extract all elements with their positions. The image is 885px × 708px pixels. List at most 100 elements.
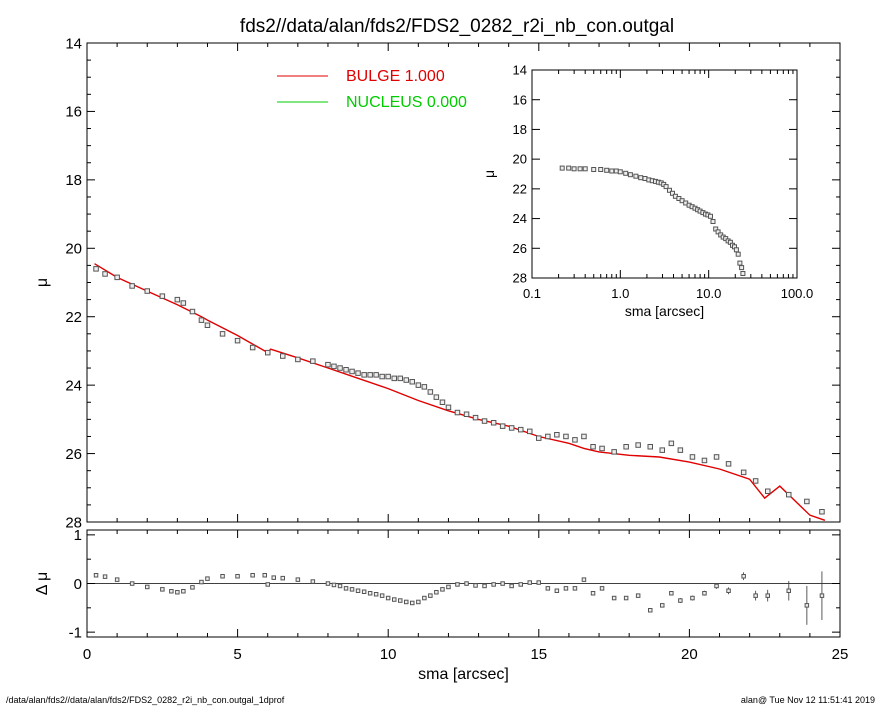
residuals-xtick-label: 5 — [233, 646, 241, 663]
residuals-data-point — [428, 593, 433, 598]
main-profile-data-point — [545, 433, 551, 440]
inset-profile-data-point — [733, 247, 739, 253]
inset-profile-xtick-label: 100.0 — [781, 286, 814, 301]
main-profile-data-point — [590, 444, 596, 450]
residuals-data-point — [536, 580, 541, 585]
residuals-data-point — [554, 588, 560, 593]
residuals-data-point — [726, 588, 731, 593]
main-profile-data-point — [144, 288, 150, 294]
inset-profile-data-point — [559, 165, 565, 171]
residuals-data-point — [422, 595, 427, 601]
residuals-data-point — [392, 597, 397, 602]
residuals-data-point — [343, 586, 349, 591]
main-profile-data-point — [355, 370, 361, 376]
main-profile-data-point — [93, 266, 99, 272]
residuals-data-point — [367, 591, 373, 596]
inset-profile-ytick-label: 22 — [513, 181, 527, 196]
residuals-data-point — [473, 583, 478, 588]
main-profile-data-point — [219, 331, 226, 337]
residuals-data-point — [563, 586, 569, 591]
main-profile-data-point — [310, 358, 316, 364]
main-profile-data-point — [180, 300, 187, 306]
residuals-data-point — [416, 599, 421, 605]
inset-profile-data-point — [591, 167, 597, 172]
inset-profile-data-point — [617, 169, 623, 175]
main-profile-data-point — [102, 271, 108, 277]
main-profile-data-point — [740, 469, 747, 476]
chart-title: fds2//data/alan/fds2/FDS2_0282_r2i_nb_co… — [240, 16, 674, 37]
main-profile-data-point — [623, 444, 629, 450]
inset-profile-ytick-label: 28 — [513, 271, 527, 286]
residuals-data-point — [199, 579, 204, 585]
inset-profile-data-point — [710, 219, 716, 224]
main-profile-data-point — [765, 488, 771, 494]
inset-profile-data-point — [598, 167, 604, 172]
main-profile-data-point — [373, 372, 379, 378]
main-profile-ytick-label: 18 — [65, 172, 82, 189]
residuals-ytick-label: 0 — [74, 576, 82, 593]
inset-profile-data-point — [566, 165, 572, 171]
inset-profile-data-point — [739, 265, 745, 271]
main-profile-ytick-label: 16 — [65, 104, 82, 121]
inset-profile-data-point — [638, 175, 644, 181]
residuals-data-point — [678, 598, 683, 603]
main-profile-data-point — [189, 308, 196, 315]
main-profile-data-point — [659, 447, 665, 453]
residuals-data-point — [145, 584, 150, 590]
inset-profile-data-point — [663, 184, 669, 190]
residuals-data-point — [446, 584, 451, 590]
main-profile-ytick-label: 20 — [65, 241, 82, 258]
main-profile-data-point — [129, 283, 135, 289]
residuals-xtick-label: 20 — [681, 646, 698, 663]
main-profile-data-point — [427, 389, 434, 395]
inset-profile-data-point — [737, 260, 743, 266]
residuals-data-point — [440, 587, 445, 592]
residuals-data-point — [295, 577, 301, 582]
residuals-data-point — [355, 588, 361, 593]
inset-profile-ytick-label: 14 — [513, 63, 527, 78]
legend-label-bulge: BULGE 1.000 — [346, 68, 445, 85]
residuals-data-point — [175, 590, 180, 595]
main-profile-data-point — [472, 414, 479, 421]
residuals-data-point — [310, 579, 316, 584]
residuals-data-point — [220, 574, 225, 579]
main-profile-data-point — [499, 423, 506, 429]
residuals-data-point — [404, 599, 409, 605]
residuals-ytick-label: -1 — [69, 624, 82, 641]
residuals-data-point — [102, 574, 108, 579]
inset-profile-data-point — [582, 166, 588, 172]
residuals-data-point — [623, 595, 629, 601]
residuals-data-point — [714, 583, 719, 589]
inset-profile-data-point — [715, 229, 721, 235]
main-profile-data-point — [265, 349, 271, 356]
inset-profile-xtick-label: 10.0 — [696, 286, 721, 301]
residuals-data-point — [635, 593, 641, 598]
residuals-data-point — [169, 589, 174, 594]
residuals-xlabel: sma [arcsec] — [418, 666, 509, 683]
main-profile-data-point — [752, 478, 759, 484]
main-profile-ytick-label: 28 — [65, 514, 82, 531]
inset-profile-panel: 0.1 1.0 10.0 100.0 14 16 18 20 22 24 26 28 μ sma [arc… — [481, 63, 813, 319]
main-profile-data-point — [280, 353, 286, 359]
residuals-data-point — [500, 581, 505, 586]
main-profile-data-point — [325, 361, 331, 368]
residuals-data-point — [518, 582, 523, 587]
main-profile-data-point — [689, 454, 696, 460]
residuals-data-point — [669, 591, 674, 596]
residuals-data-point — [114, 577, 120, 582]
main-profile-data-point — [295, 356, 301, 363]
main-profile-data-point — [527, 428, 533, 435]
residuals-data-point — [235, 574, 240, 579]
main-profile-data-point — [385, 373, 391, 380]
main-profile-ylabel: μ — [34, 278, 51, 287]
main-profile-data-point — [563, 433, 569, 440]
residuals-data-point — [741, 574, 746, 579]
inset-profile-data-point — [623, 170, 629, 176]
main-profile-data-point — [490, 420, 497, 426]
residuals-data-point — [205, 576, 210, 581]
residuals-xtick-label: 25 — [832, 646, 849, 663]
residuals-data-point — [331, 582, 337, 588]
residuals-ylabel: Δ μ — [34, 572, 51, 595]
main-profile-data-point — [367, 372, 373, 378]
